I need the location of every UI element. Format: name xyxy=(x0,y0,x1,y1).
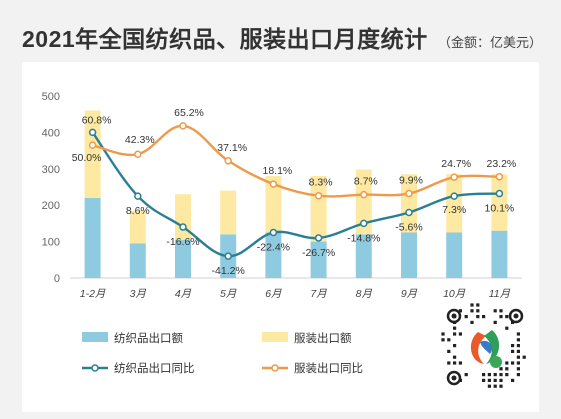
garment-yoy-data-label: 37.1% xyxy=(217,142,247,154)
garment-yoy-data-label: 8.3% xyxy=(309,177,333,189)
bar-garment xyxy=(355,169,372,235)
textile-yoy-point xyxy=(179,223,187,231)
x-tick-label: 10月 xyxy=(443,288,466,300)
legend-marker xyxy=(271,364,279,372)
bar-textile xyxy=(446,232,463,278)
garment-yoy-point xyxy=(179,122,187,130)
x-tick-label: 3月 xyxy=(130,288,147,300)
garment-yoy-data-label: 23.2% xyxy=(487,158,517,170)
garment-yoy-point xyxy=(405,189,413,198)
garment-yoy-data-label: 8.7% xyxy=(354,176,378,188)
bar-textile xyxy=(401,232,417,278)
x-tick-label: 4月 xyxy=(175,288,192,300)
garment-yoy-point xyxy=(314,191,323,200)
garment-yoy-point xyxy=(88,141,97,149)
textile-yoy-point xyxy=(134,192,142,200)
textile-yoy-point xyxy=(405,208,413,217)
textile-yoy-data-label: -14.8% xyxy=(347,232,380,244)
textile-yoy-data-label: -26.7% xyxy=(302,247,335,259)
y-tick-label: 300 xyxy=(42,164,60,176)
garment-yoy-point xyxy=(495,173,504,181)
garment-yoy-data-label: 42.3% xyxy=(125,134,155,146)
qr-code-mini-program-icon xyxy=(441,303,526,388)
bar-textile xyxy=(84,197,101,278)
textile-yoy-point xyxy=(269,228,278,237)
y-tick-label: 500 xyxy=(42,91,60,103)
textile-yoy-point xyxy=(360,219,368,228)
legend-marker xyxy=(91,364,99,372)
garment-yoy-data-label: 50.0% xyxy=(72,152,102,164)
bar-garment xyxy=(84,110,101,198)
textile-yoy-point xyxy=(314,234,323,242)
x-tick-label: 11月 xyxy=(489,288,511,300)
legend-label: 纺织品出口同比 xyxy=(114,361,195,375)
x-tick-label: 8月 xyxy=(356,288,373,300)
unit-label: （金额：亿美元） xyxy=(438,35,543,50)
y-tick-label: 100 xyxy=(42,237,60,249)
legend-swatch xyxy=(262,332,288,342)
garment-yoy-point xyxy=(224,157,232,165)
bar-textile xyxy=(129,243,146,278)
bar-textile xyxy=(175,239,191,278)
textile-yoy-data-label: 7.3% xyxy=(442,204,466,216)
textile-yoy-point xyxy=(495,189,504,198)
textile-yoy-data-label: -22.4% xyxy=(257,242,290,254)
bar-garment xyxy=(401,174,417,233)
bar-garment xyxy=(446,174,463,233)
bar-garment xyxy=(220,190,237,235)
textile-yoy-data-label: -5.6% xyxy=(395,221,422,233)
garment-yoy-data-label: 24.7% xyxy=(441,158,471,170)
x-tick-label: 7月 xyxy=(310,288,327,300)
legend-swatch xyxy=(82,332,108,342)
page-title: 2021年全国纺织品、服装出口月度统计 xyxy=(22,26,428,52)
x-tick-label: 9月 xyxy=(401,288,418,300)
legend-label: 服装出口额 xyxy=(294,331,352,345)
x-tick-label: 5月 xyxy=(220,288,237,300)
garment-yoy-data-label: 9.9% xyxy=(399,175,423,187)
garment-yoy-line xyxy=(92,124,500,198)
chart-card: 0 100 200 300 400 500 1-2月 3月 4月 5月 6月 7月 8月 9月 10月 11月… xyxy=(22,62,539,412)
bar-textile xyxy=(491,230,508,278)
garment-yoy-data-label: 18.1% xyxy=(263,165,293,177)
textile-yoy-point xyxy=(450,192,458,200)
chart-svg: 0 100 200 300 400 500 1-2月 3月 4月 5月 6月 7月 8月 9月 10月 11月… xyxy=(42,91,522,375)
header: 2021年全国纺织品、服装出口月度统计 （金额：亿美元） xyxy=(0,0,561,58)
bar-textile xyxy=(355,234,372,278)
textile-yoy-data-label: -41.2% xyxy=(212,265,245,277)
garment-yoy-point xyxy=(450,173,458,181)
bar-garment xyxy=(175,194,191,240)
y-tick-label: 400 xyxy=(42,127,60,139)
y-tick-label: 0 xyxy=(54,273,60,285)
garment-yoy-point xyxy=(360,190,368,199)
textile-yoy-point xyxy=(224,252,232,260)
bar-textile xyxy=(265,232,282,278)
bar-garment xyxy=(129,210,146,244)
textile-yoy-data-label: 60.8% xyxy=(82,114,112,126)
bar-garment xyxy=(491,174,508,231)
bar-garment xyxy=(310,176,327,242)
y-tick-label: 200 xyxy=(42,200,60,212)
textile-yoy-data-label: 10.1% xyxy=(485,203,515,215)
garment-yoy-point xyxy=(134,150,142,158)
x-tick-label: 6月 xyxy=(265,288,282,300)
textile-yoy-point xyxy=(88,128,97,137)
textile-yoy-data-label: -16.6% xyxy=(166,236,199,248)
x-tick-label: 1-2月 xyxy=(80,288,106,300)
bar-garment xyxy=(265,176,282,233)
bar-textile xyxy=(310,241,327,278)
textile-yoy-line xyxy=(91,131,500,258)
garment-yoy-data-label: 65.2% xyxy=(174,107,204,119)
garment-yoy-point xyxy=(269,180,278,188)
legend-label: 纺织品出口额 xyxy=(114,331,183,345)
legend-label: 服装出口同比 xyxy=(294,361,363,375)
textile-yoy-data-label: 8.6% xyxy=(126,205,150,217)
